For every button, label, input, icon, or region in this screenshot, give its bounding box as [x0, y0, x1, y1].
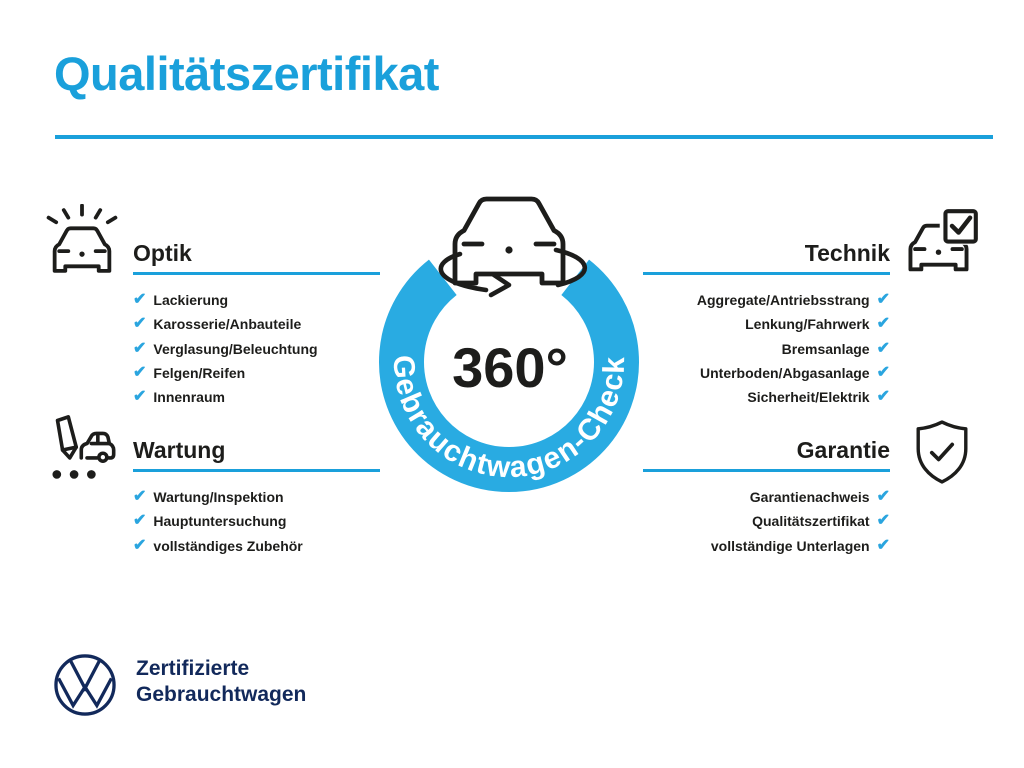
- check-icon: ✔: [133, 536, 147, 554]
- check-icon: ✔: [133, 512, 147, 530]
- ring: [379, 259, 639, 492]
- list-item: Bremsanlage ✔: [643, 337, 890, 361]
- section-underline: [643, 469, 890, 472]
- section-underline: [133, 272, 380, 275]
- item-label: vollständige Unterlagen: [710, 537, 870, 554]
- list-item: Aggregate/Antriebsstrang ✔: [643, 288, 890, 312]
- item-label: Lackierung: [153, 292, 229, 309]
- service-checklist-icon: [52, 415, 116, 479]
- item-label: Sicherheit/Elektrik: [747, 389, 870, 406]
- list-item: ✔ vollständiges Zubehör: [133, 534, 380, 558]
- list-item: ✔ Lackierung: [133, 288, 380, 312]
- check-icon: ✔: [133, 488, 147, 506]
- list-item: ✔ Felgen/Reifen: [133, 361, 380, 385]
- section-garantie: Garantie Garantienachweis ✔ Qualitätszert…: [643, 437, 890, 558]
- item-label: Karosserie/Anbauteile: [153, 316, 302, 333]
- list-item: vollständige Unterlagen ✔: [643, 534, 890, 558]
- section-optik: Optik ✔ Lackierung ✔ Karosserie/Anbauteile…: [133, 240, 380, 409]
- check-icon: ✔: [133, 339, 147, 357]
- section-technik: Technik Aggregate/Antriebsstrang ✔ Lenkun…: [643, 240, 890, 409]
- check-icon: ✔: [876, 388, 890, 406]
- list-item: Sicherheit/Elektrik ✔: [643, 385, 890, 409]
- car-checkbox-icon: [908, 207, 981, 272]
- item-label: Innenraum: [153, 389, 225, 406]
- item-label: Garantienachweis: [749, 489, 870, 506]
- section-wartung: Wartung ✔ Wartung/Inspektion ✔ Hauptunters…: [133, 437, 380, 558]
- list-item: Unterboden/Abgasanlage ✔: [643, 361, 890, 385]
- item-label: Lenkung/Fahrwerk: [745, 316, 870, 333]
- list-item: ✔ Innenraum: [133, 385, 380, 409]
- list-item: Lenkung/Fahrwerk ✔: [643, 312, 890, 336]
- section-items: Aggregate/Antriebsstrang ✔ Lenkung/Fahrwe…: [643, 288, 890, 409]
- section-items: ✔ Lackierung ✔ Karosserie/Anbauteile ✔ Verg…: [133, 288, 380, 409]
- item-label: Qualitätszertifikat: [752, 513, 870, 530]
- list-item: ✔ Wartung/Inspektion: [133, 485, 380, 509]
- footer-brand-line2: Gebrauchtwagen: [136, 683, 307, 706]
- list-item: Qualitätszertifikat ✔: [643, 509, 890, 533]
- car-shine-icon: [46, 204, 118, 273]
- section-title: Wartung: [133, 437, 226, 463]
- item-label: Verglasung/Beleuchtung: [153, 340, 318, 357]
- check-icon: ✔: [876, 339, 890, 357]
- check-icon: ✔: [876, 291, 890, 309]
- footer-brand-text: Zertifizierte Gebrauchtwagen: [136, 656, 306, 708]
- rotation-arrow-icon: [438, 247, 588, 298]
- shield-check-icon: [916, 420, 968, 484]
- item-label: Bremsanlage: [781, 340, 870, 357]
- list-item: Garantienachweis ✔: [643, 485, 890, 509]
- check-icon: ✔: [133, 291, 147, 309]
- check-icon: ✔: [133, 315, 147, 333]
- vw-logo: [54, 654, 116, 716]
- item-label: Aggregate/Antriebsstrang: [696, 292, 870, 309]
- list-item: ✔ Hauptuntersuchung: [133, 509, 380, 533]
- item-label: Felgen/Reifen: [153, 365, 246, 382]
- check-icon: ✔: [876, 488, 890, 506]
- section-title: Technik: [804, 240, 890, 266]
- section-underline: [133, 469, 380, 472]
- check-icon: ✔: [876, 364, 890, 382]
- section-underline: [643, 272, 890, 275]
- section-items: ✔ Wartung/Inspektion ✔ Hauptuntersuchung ✔…: [133, 485, 380, 558]
- item-label: Wartung/Inspektion: [153, 489, 284, 506]
- check-icon: ✔: [876, 315, 890, 333]
- list-item: ✔ Karosserie/Anbauteile: [133, 312, 380, 336]
- list-item: ✔ Verglasung/Beleuchtung: [133, 337, 380, 361]
- item-label: Hauptuntersuchung: [153, 513, 287, 530]
- 360-check-graphic: Gebrauchtwagen-Check 360°: [379, 196, 639, 492]
- section-items: Garantienachweis ✔ Qualitätszertifikat ✔ v…: [643, 485, 890, 558]
- rotating-car-360-icon: [438, 196, 588, 298]
- section-title: Optik: [133, 240, 192, 266]
- footer-brand-line1: Zertifizierte: [136, 657, 250, 680]
- section-title: Garantie: [796, 437, 890, 463]
- check-icon: ✔: [133, 388, 147, 406]
- page-title: Qualitätszertifikat: [54, 47, 439, 100]
- degree-label: 360°: [452, 336, 568, 399]
- item-label: vollständiges Zubehör: [153, 537, 303, 554]
- check-icon: ✔: [876, 536, 890, 554]
- check-icon: ✔: [133, 364, 147, 382]
- check-icon: ✔: [876, 512, 890, 530]
- title-divider: [55, 135, 993, 139]
- item-label: Unterboden/Abgasanlage: [700, 365, 870, 382]
